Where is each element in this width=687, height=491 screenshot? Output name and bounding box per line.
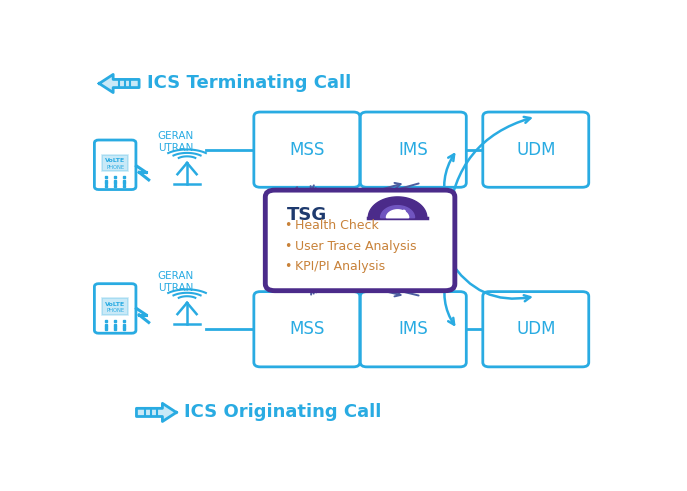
Polygon shape	[386, 210, 409, 218]
Polygon shape	[368, 197, 427, 218]
Text: KPI/PI Analysis: KPI/PI Analysis	[295, 260, 385, 273]
Text: MSS: MSS	[289, 140, 324, 159]
Text: UDM: UDM	[516, 320, 556, 338]
Text: TSG: TSG	[286, 206, 327, 224]
Polygon shape	[99, 75, 139, 93]
Text: UDM: UDM	[516, 140, 556, 159]
Text: GERAN
UTRAN: GERAN UTRAN	[158, 131, 194, 153]
FancyBboxPatch shape	[361, 112, 466, 187]
FancyBboxPatch shape	[265, 190, 455, 291]
FancyBboxPatch shape	[102, 155, 128, 171]
Text: VoLTE: VoLTE	[105, 302, 125, 307]
Polygon shape	[137, 403, 177, 421]
Text: Health Check: Health Check	[295, 219, 379, 232]
Text: ICS Terminating Call: ICS Terminating Call	[147, 75, 351, 92]
FancyBboxPatch shape	[254, 292, 360, 367]
Text: •: •	[284, 240, 292, 252]
Text: VoLTE: VoLTE	[105, 158, 125, 163]
FancyBboxPatch shape	[361, 292, 466, 367]
FancyBboxPatch shape	[483, 112, 589, 187]
FancyBboxPatch shape	[94, 140, 136, 190]
Text: User Trace Analysis: User Trace Analysis	[295, 240, 416, 252]
Text: •: •	[284, 219, 292, 232]
Polygon shape	[381, 206, 414, 218]
Text: ICS Originating Call: ICS Originating Call	[184, 404, 382, 421]
FancyBboxPatch shape	[483, 292, 589, 367]
Text: •: •	[284, 260, 292, 273]
Text: PHONE: PHONE	[106, 164, 124, 170]
Text: GERAN
UTRAN: GERAN UTRAN	[158, 271, 194, 293]
FancyBboxPatch shape	[254, 112, 360, 187]
Text: MSS: MSS	[289, 320, 324, 338]
Text: IMS: IMS	[398, 140, 428, 159]
FancyBboxPatch shape	[94, 284, 136, 333]
Text: IMS: IMS	[398, 320, 428, 338]
FancyBboxPatch shape	[102, 299, 128, 315]
Text: PHONE: PHONE	[106, 308, 124, 313]
